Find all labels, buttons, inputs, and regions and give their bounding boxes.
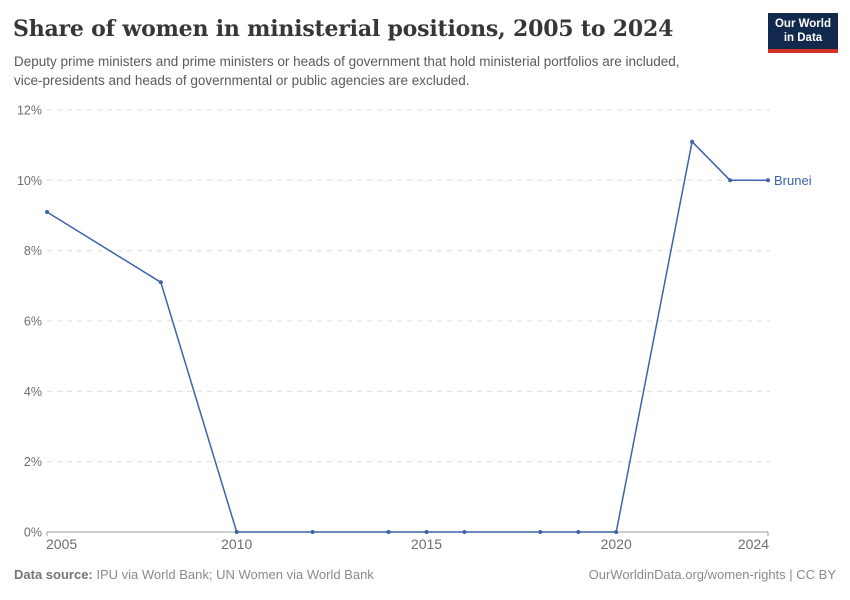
- y-tick-label: 12%: [17, 104, 42, 118]
- data-point-marker[interactable]: [234, 530, 239, 534]
- data-source-label: Data source:: [14, 567, 93, 582]
- x-tick-label: 2015: [411, 536, 442, 552]
- chart-subtitle: Deputy prime ministers and prime ministe…: [14, 54, 680, 88]
- data-point-marker[interactable]: [158, 280, 163, 285]
- data-point-marker[interactable]: [310, 530, 315, 534]
- y-tick-label: 0%: [24, 526, 42, 540]
- data-point-marker[interactable]: [424, 530, 429, 534]
- y-tick-label: 8%: [24, 244, 42, 258]
- owid-logo[interactable]: Our World in Data: [768, 13, 838, 53]
- data-point-marker[interactable]: [576, 530, 581, 534]
- x-tick-label: 2010: [221, 536, 252, 552]
- y-tick-label: 6%: [24, 315, 42, 329]
- data-point-marker[interactable]: [690, 139, 695, 144]
- y-tick-label: 2%: [24, 455, 42, 469]
- data-point-marker[interactable]: [538, 530, 543, 534]
- data-point-marker[interactable]: [614, 530, 619, 534]
- owid-credit-link[interactable]: OurWorldinData.org/women-rights | CC BY: [588, 567, 836, 582]
- data-source: Data source: IPU via World Bank; UN Wome…: [14, 567, 374, 582]
- x-tick-label: 2024: [738, 536, 769, 552]
- data-point-marker[interactable]: [728, 178, 733, 183]
- series-line[interactable]: [46, 140, 769, 533]
- y-tick-label: 4%: [24, 385, 42, 399]
- owid-logo-line2: in Data: [783, 31, 823, 44]
- series-label-brunei[interactable]: Brunei: [774, 173, 812, 188]
- data-point-marker[interactable]: [462, 530, 467, 534]
- y-tick-label: 10%: [17, 174, 42, 188]
- page-title: Share of women in ministerial positions,…: [13, 16, 674, 42]
- series-brunei[interactable]: Brunei: [45, 139, 812, 534]
- data-source-value: IPU via World Bank; UN Women via World B…: [96, 567, 374, 582]
- data-point-marker[interactable]: [45, 210, 49, 214]
- data-point-marker[interactable]: [766, 178, 770, 183]
- owid-logo-line1: Our World: [774, 18, 831, 30]
- x-tick-label: 2020: [601, 536, 632, 552]
- chart-footer: Data source: IPU via World Bank; UN Wome…: [0, 567, 850, 582]
- data-point-marker[interactable]: [386, 530, 391, 534]
- x-tick-label: 2005: [46, 536, 77, 552]
